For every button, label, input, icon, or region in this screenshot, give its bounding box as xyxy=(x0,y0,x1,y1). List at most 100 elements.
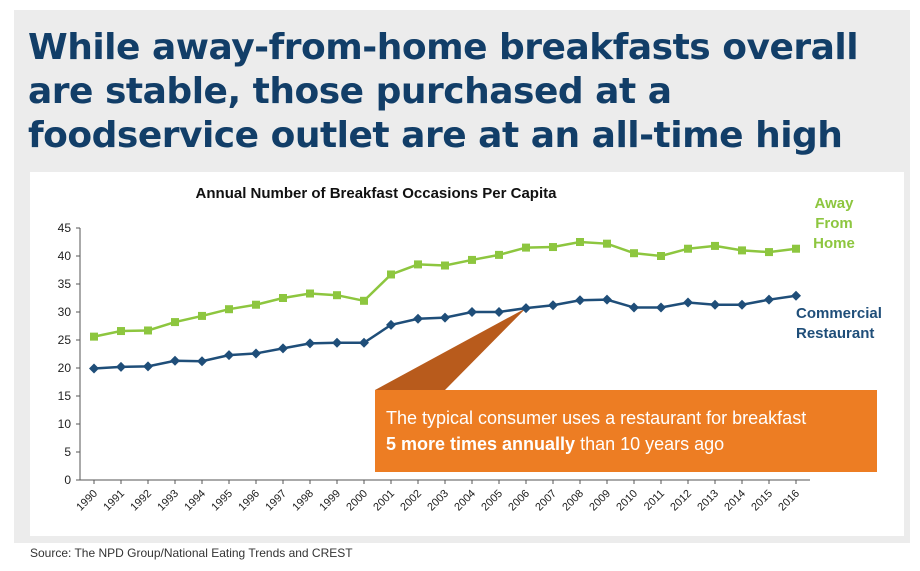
data-point xyxy=(792,244,800,253)
data-point xyxy=(413,313,423,324)
x-tick-label: 1996 xyxy=(236,488,262,514)
x-tick-label: 2002 xyxy=(398,488,424,514)
x-tick-label: 2001 xyxy=(371,488,397,514)
y-tick-label: 5 xyxy=(64,445,71,459)
x-tick-label: 2007 xyxy=(533,488,559,514)
x-tick-label: 2005 xyxy=(479,488,505,514)
y-tick-label: 20 xyxy=(58,361,72,375)
y-tick-label: 15 xyxy=(58,389,72,403)
x-tick-label: 2003 xyxy=(425,488,451,514)
data-point xyxy=(117,327,125,336)
data-point xyxy=(252,300,260,309)
data-point xyxy=(143,361,153,372)
data-point xyxy=(549,243,557,252)
data-point xyxy=(144,326,152,335)
x-tick-label: 2006 xyxy=(506,488,532,514)
x-tick-label: 2015 xyxy=(749,488,775,514)
y-tick-label: 0 xyxy=(64,473,71,487)
data-point xyxy=(602,294,612,305)
callout-text-line-1: The typical consumer uses a restaurant f… xyxy=(386,408,806,428)
data-point xyxy=(765,248,773,257)
x-tick-label: 2016 xyxy=(776,488,802,514)
data-point xyxy=(440,312,450,323)
data-point xyxy=(468,255,476,264)
data-point xyxy=(171,318,179,327)
x-tick-label: 2011 xyxy=(642,488,667,513)
line-chart: Annual Number of Breakfast Occasions Per… xyxy=(58,185,882,514)
data-point xyxy=(494,307,504,317)
data-point xyxy=(467,307,477,317)
x-tick-label: 2014 xyxy=(722,488,748,514)
data-point xyxy=(332,337,342,348)
data-point xyxy=(521,303,531,314)
x-tick-label: 2012 xyxy=(668,488,694,514)
y-tick-label: 40 xyxy=(58,249,72,263)
x-tick-label: 2009 xyxy=(587,488,613,514)
x-tick-label: 2013 xyxy=(695,488,721,514)
data-point xyxy=(629,302,639,313)
data-point xyxy=(548,300,558,311)
x-tick-label: 1991 xyxy=(101,488,127,514)
headline: While away-from-home breakfasts overall … xyxy=(28,27,859,156)
data-point xyxy=(386,319,396,330)
data-point xyxy=(710,299,720,310)
x-tick-label: 1994 xyxy=(182,488,208,514)
data-point xyxy=(764,294,774,305)
data-point xyxy=(251,348,261,359)
x-tick-label: 1993 xyxy=(155,488,181,514)
data-point xyxy=(170,355,180,366)
callout-emphasis: 5 more times annually xyxy=(386,434,575,454)
chart-title: Annual Number of Breakfast Occasions Per… xyxy=(196,185,558,202)
data-point xyxy=(278,343,288,354)
y-tick-label: 45 xyxy=(58,221,72,235)
x-tick-label: 1998 xyxy=(290,488,316,514)
data-point xyxy=(603,239,611,248)
callout-text-line-2: 5 more times annually than 10 years ago xyxy=(386,434,724,454)
data-point xyxy=(89,363,99,374)
x-tick-label: 1999 xyxy=(317,488,343,514)
data-point xyxy=(414,260,422,269)
data-point xyxy=(495,250,503,259)
data-point xyxy=(197,356,207,367)
x-tick-label: 1997 xyxy=(263,488,289,514)
data-point xyxy=(630,249,638,258)
callout-box xyxy=(375,390,877,472)
data-point xyxy=(576,238,584,246)
callout-text-tail: than 10 years ago xyxy=(575,434,724,454)
data-point xyxy=(737,299,747,310)
series-label: Home xyxy=(813,235,855,252)
data-point xyxy=(738,246,746,255)
chart-area: Annual Number of Breakfast Occasions Per… xyxy=(30,172,904,536)
x-tick-label: 1990 xyxy=(74,488,100,514)
series-label: Restaurant xyxy=(796,325,874,342)
data-point xyxy=(360,296,368,305)
data-point xyxy=(791,290,801,301)
data-point xyxy=(441,261,449,270)
data-point xyxy=(116,361,126,372)
data-point xyxy=(656,302,666,313)
x-tick-label: 2008 xyxy=(560,488,586,514)
x-tick-label: 2010 xyxy=(614,488,640,514)
y-tick-label: 35 xyxy=(58,277,72,291)
x-tick-label: 2000 xyxy=(344,488,370,514)
data-point xyxy=(305,338,315,349)
data-point xyxy=(387,270,395,279)
x-tick-label: 2004 xyxy=(452,488,478,514)
data-point xyxy=(522,243,530,252)
series-label: From xyxy=(815,215,853,232)
series-label: Away xyxy=(815,195,855,212)
data-point xyxy=(225,305,233,314)
data-point xyxy=(575,295,585,306)
data-point xyxy=(279,294,287,302)
data-point xyxy=(306,289,314,298)
callout-pointer xyxy=(375,308,526,390)
data-point xyxy=(683,297,693,308)
data-point xyxy=(224,350,234,361)
data-point xyxy=(333,291,341,300)
y-tick-label: 25 xyxy=(58,333,72,347)
data-point xyxy=(359,337,369,348)
data-point xyxy=(198,311,206,320)
series-label: Commercial xyxy=(796,305,882,322)
data-point xyxy=(90,332,98,341)
